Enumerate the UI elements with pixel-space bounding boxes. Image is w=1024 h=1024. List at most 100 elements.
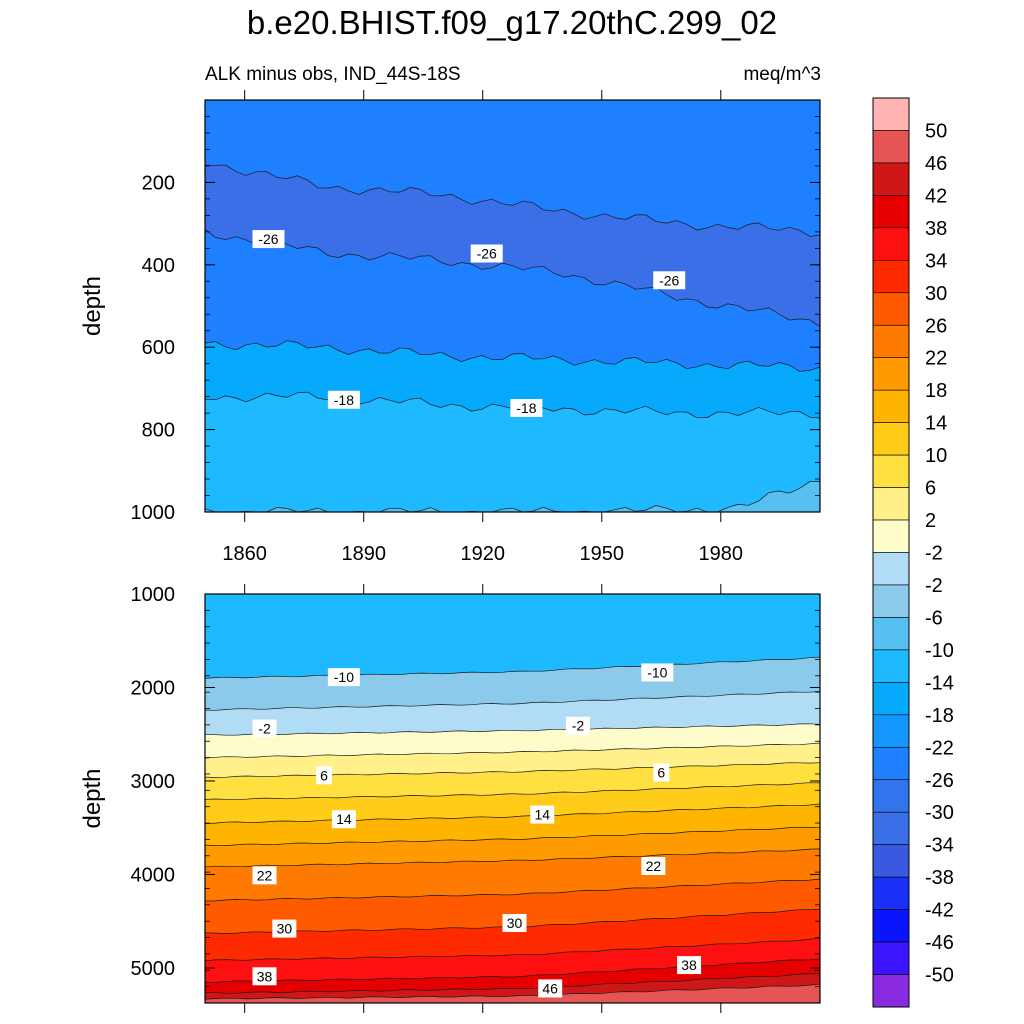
contour-band-10 — [205, 782, 820, 1003]
contour-band-6 — [205, 762, 820, 1003]
colorbar-swatch — [872, 195, 910, 229]
colorbar-label: 42 — [925, 185, 947, 207]
contour-label: -10 — [641, 663, 674, 682]
contour-label-bg — [565, 716, 590, 735]
x-tick-label: 1860 — [222, 543, 267, 565]
contour-line-34 — [204, 938, 821, 962]
contour-label: 38 — [677, 956, 702, 975]
colorbar-label: -46 — [925, 932, 954, 954]
contour-line-42 — [205, 973, 821, 994]
contour-label: 30 — [272, 919, 297, 938]
contour-line--22 — [204, 340, 821, 372]
contour-band-26 — [205, 879, 820, 1003]
y-axis-label: depth — [79, 276, 106, 336]
contour-label: 14 — [530, 805, 555, 824]
contour-band-14 — [205, 803, 820, 1003]
band-top — [205, 100, 820, 512]
lower-axes: 1000 2000 3000 4000 5000 depth — [79, 584, 821, 1013]
contour-label-bg — [272, 919, 297, 938]
contour-label: -10 — [327, 668, 360, 687]
contour-band--6 — [205, 691, 820, 1003]
contour-label: -2 — [565, 716, 590, 735]
contour-label: -18 — [510, 399, 543, 417]
contour-label-text: 30 — [277, 921, 293, 937]
colorbar-label: 26 — [925, 315, 947, 337]
colorbar-label: 46 — [925, 153, 947, 175]
colorbar-swatch — [872, 714, 910, 748]
contour-band--14 — [205, 481, 820, 512]
contour-line-26 — [204, 878, 821, 902]
colorbar-label: -50 — [925, 965, 954, 987]
colorbar-swatch — [872, 682, 910, 716]
colorbar-swatch — [872, 779, 910, 813]
colorbar-swatch — [872, 519, 910, 553]
colorbar-label: 34 — [925, 250, 947, 272]
y-tick-label: 2000 — [131, 677, 176, 699]
contour-line--30 — [204, 164, 821, 237]
colorbar-swatch — [872, 97, 910, 131]
contour-line--18 — [204, 391, 821, 419]
colorbar-label: 6 — [925, 478, 936, 500]
colorbar-label: 38 — [925, 218, 947, 240]
upper-axes: 200 400 600 800 1000 1860 1890 1920 1950 1980 dept… — [79, 90, 821, 565]
contour-band--18 — [205, 392, 820, 512]
contour-band-34 — [205, 938, 820, 1003]
colorbar-swatch — [872, 617, 910, 651]
contour-label-bg — [502, 914, 527, 933]
contour-label: 38 — [252, 967, 277, 986]
contour-band-38 — [205, 958, 820, 1003]
y-tick-label: 600 — [142, 337, 175, 359]
contour-band--26 — [205, 229, 820, 513]
contour-band--22 — [205, 340, 820, 512]
contour-band-2 — [205, 743, 820, 1003]
contour-line--2 — [205, 723, 821, 736]
colorbar-label: -38 — [925, 867, 954, 889]
contour-label-bg — [641, 856, 666, 875]
colorbar-swatch — [872, 454, 910, 488]
y-tick-label: 200 — [142, 172, 175, 194]
contour-label-bg — [252, 719, 277, 738]
colorbar-swatch — [872, 746, 910, 781]
contour-label-text: 46 — [542, 980, 558, 996]
colorbar-frame — [872, 97, 910, 1008]
figure-title: b.e20.BHIST.f09_g17.20thC.299_02 — [246, 4, 778, 41]
colorbar-label: -22 — [925, 737, 954, 759]
plot-frame — [204, 593, 821, 1004]
contour-label-text: 38 — [681, 957, 697, 973]
contour-band--2 — [205, 723, 820, 1003]
contour-label: 22 — [641, 856, 666, 875]
colorbar-label: 2 — [925, 510, 936, 532]
contour-line-30 — [204, 909, 820, 934]
contour-label-bg — [316, 766, 333, 785]
contour-label-text: 14 — [534, 807, 550, 823]
plot-frame — [204, 99, 821, 513]
colorbar-label: 14 — [925, 413, 947, 435]
colorbar-label: 50 — [925, 120, 947, 142]
contour-label-text: 38 — [257, 968, 273, 984]
colorbar-label: -34 — [925, 835, 954, 857]
y-tick-label: 400 — [142, 255, 175, 277]
units-label: meq/m^3 — [743, 64, 821, 85]
y-tick-label: 5000 — [131, 958, 176, 980]
colorbar-swatch — [872, 811, 910, 845]
colorbar-swatch — [872, 227, 910, 261]
y-tick-label: 1000 — [131, 502, 176, 524]
contour-label-text: -26 — [477, 246, 497, 262]
contour-label-bg — [252, 230, 285, 249]
colorbar-swatch — [872, 389, 910, 423]
y-tick-label: 3000 — [131, 771, 176, 793]
contour-label-text: -10 — [647, 664, 667, 680]
colorbar-swatch — [872, 941, 910, 975]
contour-label: 6 — [653, 763, 670, 782]
contour-line-14 — [204, 803, 821, 824]
contour-label-bg — [510, 399, 543, 417]
colorbar-swatch — [872, 260, 910, 294]
colorbar-label: -42 — [925, 900, 954, 922]
contour-label-bg — [653, 271, 686, 290]
colorbar-swatch — [872, 324, 910, 359]
colorbar-label: -14 — [925, 672, 954, 694]
x-tick-label: 1950 — [580, 543, 625, 565]
